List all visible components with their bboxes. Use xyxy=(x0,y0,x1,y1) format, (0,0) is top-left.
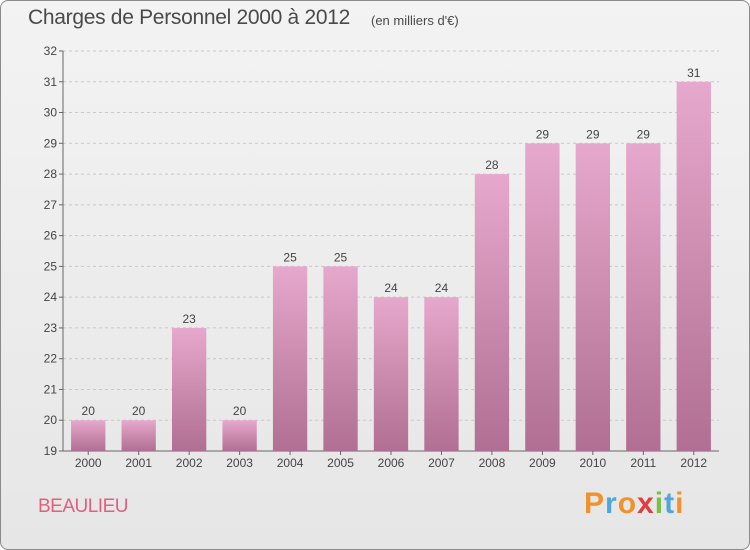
bar-value-label: 20 xyxy=(82,404,96,418)
proxiti-logo[interactable]: Proxiti xyxy=(584,487,684,521)
y-tick-label: 28 xyxy=(44,167,58,181)
y-tick-label: 24 xyxy=(44,290,58,304)
y-tick-label: 19 xyxy=(44,444,58,458)
bar xyxy=(424,297,459,451)
bar xyxy=(373,297,409,451)
x-tick-label: 2012 xyxy=(680,456,707,470)
bar-value-label: 25 xyxy=(334,250,348,264)
bar-value-label: 29 xyxy=(586,127,600,141)
bar xyxy=(575,143,611,452)
y-tick-label: 32 xyxy=(44,44,58,58)
x-tick-label: 2003 xyxy=(226,456,253,470)
bar xyxy=(525,143,560,452)
bar xyxy=(323,266,358,451)
y-tick-label: 29 xyxy=(44,136,58,150)
x-tick-label: 2004 xyxy=(277,456,304,470)
chart-title: Charges de Personnel 2000 à 2012 xyxy=(28,6,350,29)
x-tick-label: 2008 xyxy=(479,456,506,470)
bar xyxy=(121,420,156,451)
y-tick-label: 30 xyxy=(44,106,58,120)
bar xyxy=(626,143,661,452)
bar xyxy=(676,81,711,452)
bar xyxy=(272,266,308,451)
bar-value-label: 31 xyxy=(687,66,701,80)
bar-value-label: 24 xyxy=(435,281,449,295)
x-tick-label: 2000 xyxy=(75,456,102,470)
y-tick-label: 31 xyxy=(44,75,58,89)
y-tick-label: 26 xyxy=(44,229,58,243)
bar-value-label: 20 xyxy=(233,404,247,418)
logo-letter: r xyxy=(605,487,618,520)
bar xyxy=(71,420,106,451)
bar xyxy=(474,174,510,452)
bar-value-label: 24 xyxy=(384,281,398,295)
y-tick-label: 23 xyxy=(44,321,58,335)
bars xyxy=(71,81,711,452)
x-tick-label: 2009 xyxy=(529,456,556,470)
bar-value-label: 23 xyxy=(182,312,196,326)
y-tick-label: 20 xyxy=(44,413,58,427)
bar xyxy=(171,327,207,451)
x-tick-label: 2010 xyxy=(579,456,606,470)
bar-value-label: 29 xyxy=(536,127,550,141)
logo-letter: t xyxy=(664,487,676,520)
x-tick-label: 2007 xyxy=(428,456,455,470)
chart-subtitle: (en milliers d'€) xyxy=(371,13,459,28)
y-tick-label: 25 xyxy=(44,259,58,273)
x-tick-label: 2001 xyxy=(125,456,152,470)
labels: 19 20 21 22 23 24 25 26 27 28 29 30 31 32 20 2000 20 2001… xyxy=(44,44,708,470)
y-tick-label: 22 xyxy=(44,352,58,366)
bar-value-label: 29 xyxy=(637,127,651,141)
x-tick-label: 2005 xyxy=(327,456,354,470)
logo-letter: x xyxy=(637,487,655,520)
commune-name: BEAULIEU xyxy=(38,496,128,517)
bar-value-label: 28 xyxy=(485,158,499,172)
y-tick-label: 21 xyxy=(44,382,58,396)
logo-letter: i xyxy=(675,487,685,520)
logo-letter: P xyxy=(584,487,606,520)
bar-value-label: 25 xyxy=(283,250,297,264)
bar xyxy=(222,420,257,451)
logo-letter: i xyxy=(654,487,665,520)
x-tick-label: 2011 xyxy=(630,456,656,470)
y-tick-label: 27 xyxy=(44,198,58,212)
x-tick-label: 2002 xyxy=(176,456,203,470)
x-tick-label: 2006 xyxy=(378,456,405,470)
logo-letter: o xyxy=(617,487,638,520)
bar-value-label: 20 xyxy=(132,404,146,418)
